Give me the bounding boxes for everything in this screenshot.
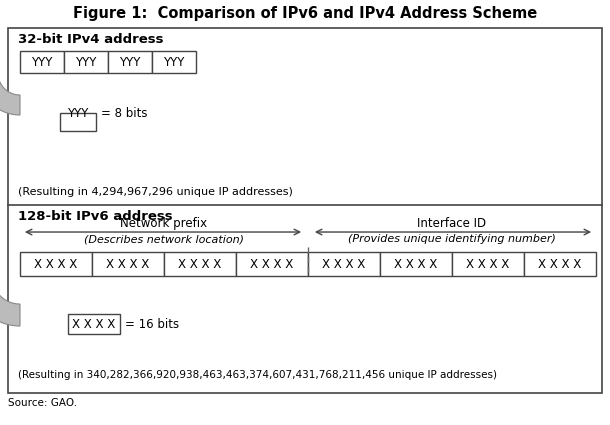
Text: Interface ID: Interface ID: [417, 217, 487, 230]
Text: YYY: YYY: [120, 56, 141, 68]
Text: X X X X: X X X X: [539, 258, 581, 271]
Text: YYY: YYY: [31, 56, 52, 68]
Text: X X X X: X X X X: [73, 317, 116, 331]
Text: = 8 bits: = 8 bits: [101, 107, 148, 119]
Text: Source: GAO.: Source: GAO.: [8, 398, 77, 408]
Text: (Resulting in 340,282,366,920,938,463,463,374,607,431,768,211,456 unique IP addr: (Resulting in 340,282,366,920,938,463,46…: [18, 370, 497, 380]
Text: X X X X: X X X X: [250, 258, 293, 271]
Text: = 16 bits: = 16 bits: [125, 317, 179, 331]
Bar: [380, 252, 452, 276]
Bar: [308, 252, 380, 276]
Bar: [524, 252, 596, 276]
Bar: [152, 51, 196, 73]
Bar: [20, 51, 64, 73]
Bar: [20, 252, 92, 276]
Text: Network prefix: Network prefix: [120, 217, 207, 230]
Text: (Describes network location): (Describes network location): [84, 234, 244, 244]
Bar: [60, 113, 96, 131]
Text: YYY: YYY: [67, 107, 88, 119]
Text: (Resulting in 4,294,967,296 unique IP addresses): (Resulting in 4,294,967,296 unique IP ad…: [18, 187, 293, 197]
Text: X X X X: X X X X: [178, 258, 221, 271]
Text: X X X X: X X X X: [467, 258, 509, 271]
Bar: [164, 252, 236, 276]
Bar: [92, 252, 164, 276]
Bar: [8, 28, 602, 393]
Polygon shape: [0, 276, 20, 326]
Bar: [68, 314, 120, 334]
Bar: [236, 252, 308, 276]
Text: X X X X: X X X X: [395, 258, 437, 271]
Text: X X X X: X X X X: [34, 258, 77, 271]
Bar: [452, 252, 524, 276]
Bar: [108, 51, 152, 73]
Text: X X X X: X X X X: [106, 258, 149, 271]
Text: YYY: YYY: [163, 56, 185, 68]
Text: (Provides unique identifying number): (Provides unique identifying number): [348, 234, 556, 244]
Bar: [64, 51, 108, 73]
Text: YYY: YYY: [75, 56, 97, 68]
Text: 32-bit IPv4 address: 32-bit IPv4 address: [18, 33, 163, 46]
Polygon shape: [0, 73, 20, 115]
Text: X X X X: X X X X: [322, 258, 365, 271]
Text: Figure 1:  Comparison of IPv6 and IPv4 Address Scheme: Figure 1: Comparison of IPv6 and IPv4 Ad…: [73, 6, 537, 21]
Text: 128-bit IPv6 address: 128-bit IPv6 address: [18, 210, 173, 223]
